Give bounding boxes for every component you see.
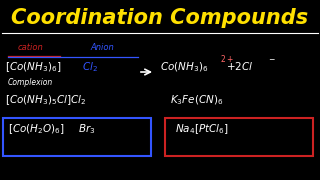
Text: $K_3Fe(CN)_6$: $K_3Fe(CN)_6$ xyxy=(170,93,223,107)
Text: $Co(NH_3)_6$: $Co(NH_3)_6$ xyxy=(160,60,208,74)
Text: $+ 2Cl$: $+ 2Cl$ xyxy=(226,60,253,72)
Text: $Cl_2$: $Cl_2$ xyxy=(82,60,98,74)
Text: $[Co(NH_3)_5Cl]Cl_2$: $[Co(NH_3)_5Cl]Cl_2$ xyxy=(5,93,86,107)
Bar xyxy=(3,118,151,156)
Text: $[Co(NH_3)_6]$: $[Co(NH_3)_6]$ xyxy=(5,60,61,74)
Text: $[Co(H_2O)_6]$: $[Co(H_2O)_6]$ xyxy=(8,122,65,136)
Text: Complexion: Complexion xyxy=(8,78,53,87)
Text: cation: cation xyxy=(18,43,44,52)
Text: Anion: Anion xyxy=(90,43,114,52)
Bar xyxy=(165,118,313,156)
Text: $Na_4[PtCl_6]$: $Na_4[PtCl_6]$ xyxy=(175,122,229,136)
Text: $2+$: $2+$ xyxy=(220,53,234,64)
Text: $-$: $-$ xyxy=(268,53,276,62)
Text: Coordination Compounds: Coordination Compounds xyxy=(12,8,308,28)
Text: $Br_3$: $Br_3$ xyxy=(78,122,95,136)
